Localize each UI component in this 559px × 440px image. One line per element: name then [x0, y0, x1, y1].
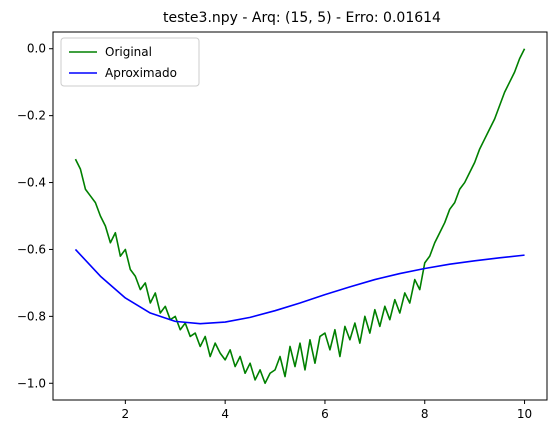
x-tick-label: 6 [321, 407, 329, 421]
legend-box [60, 37, 200, 87]
x-tick-label: 10 [517, 407, 532, 421]
y-tick-label: −1.0 [17, 376, 46, 390]
x-tick-label: 2 [122, 407, 130, 421]
x-tick-label: 8 [421, 407, 429, 421]
y-axis: −1.0 −0.8 −0.6 −0.4 −0.2 0.0 [17, 42, 53, 390]
series-line-aproximado [74, 248, 525, 325]
plot-area-frame [52, 31, 548, 401]
legend-label-aproximado: Aproximado [105, 66, 177, 80]
legend-label-original: Original [105, 45, 152, 59]
x-axis: 2 4 6 8 10 [122, 400, 532, 421]
y-tick-label: −0.8 [17, 309, 46, 323]
legend: Original Aproximado [60, 37, 200, 87]
series-line-original [74, 48, 526, 385]
y-tick-label: −0.4 [17, 176, 46, 190]
chart-title: teste3.npy - Arq: (15, 5) - Erro: 0.0161… [163, 10, 441, 26]
series-layer [74, 48, 526, 385]
y-tick-label: 0.0 [27, 42, 46, 56]
y-tick-label: −0.2 [17, 109, 46, 123]
y-tick-label: −0.6 [17, 242, 46, 256]
x-tick-label: 4 [221, 407, 229, 421]
